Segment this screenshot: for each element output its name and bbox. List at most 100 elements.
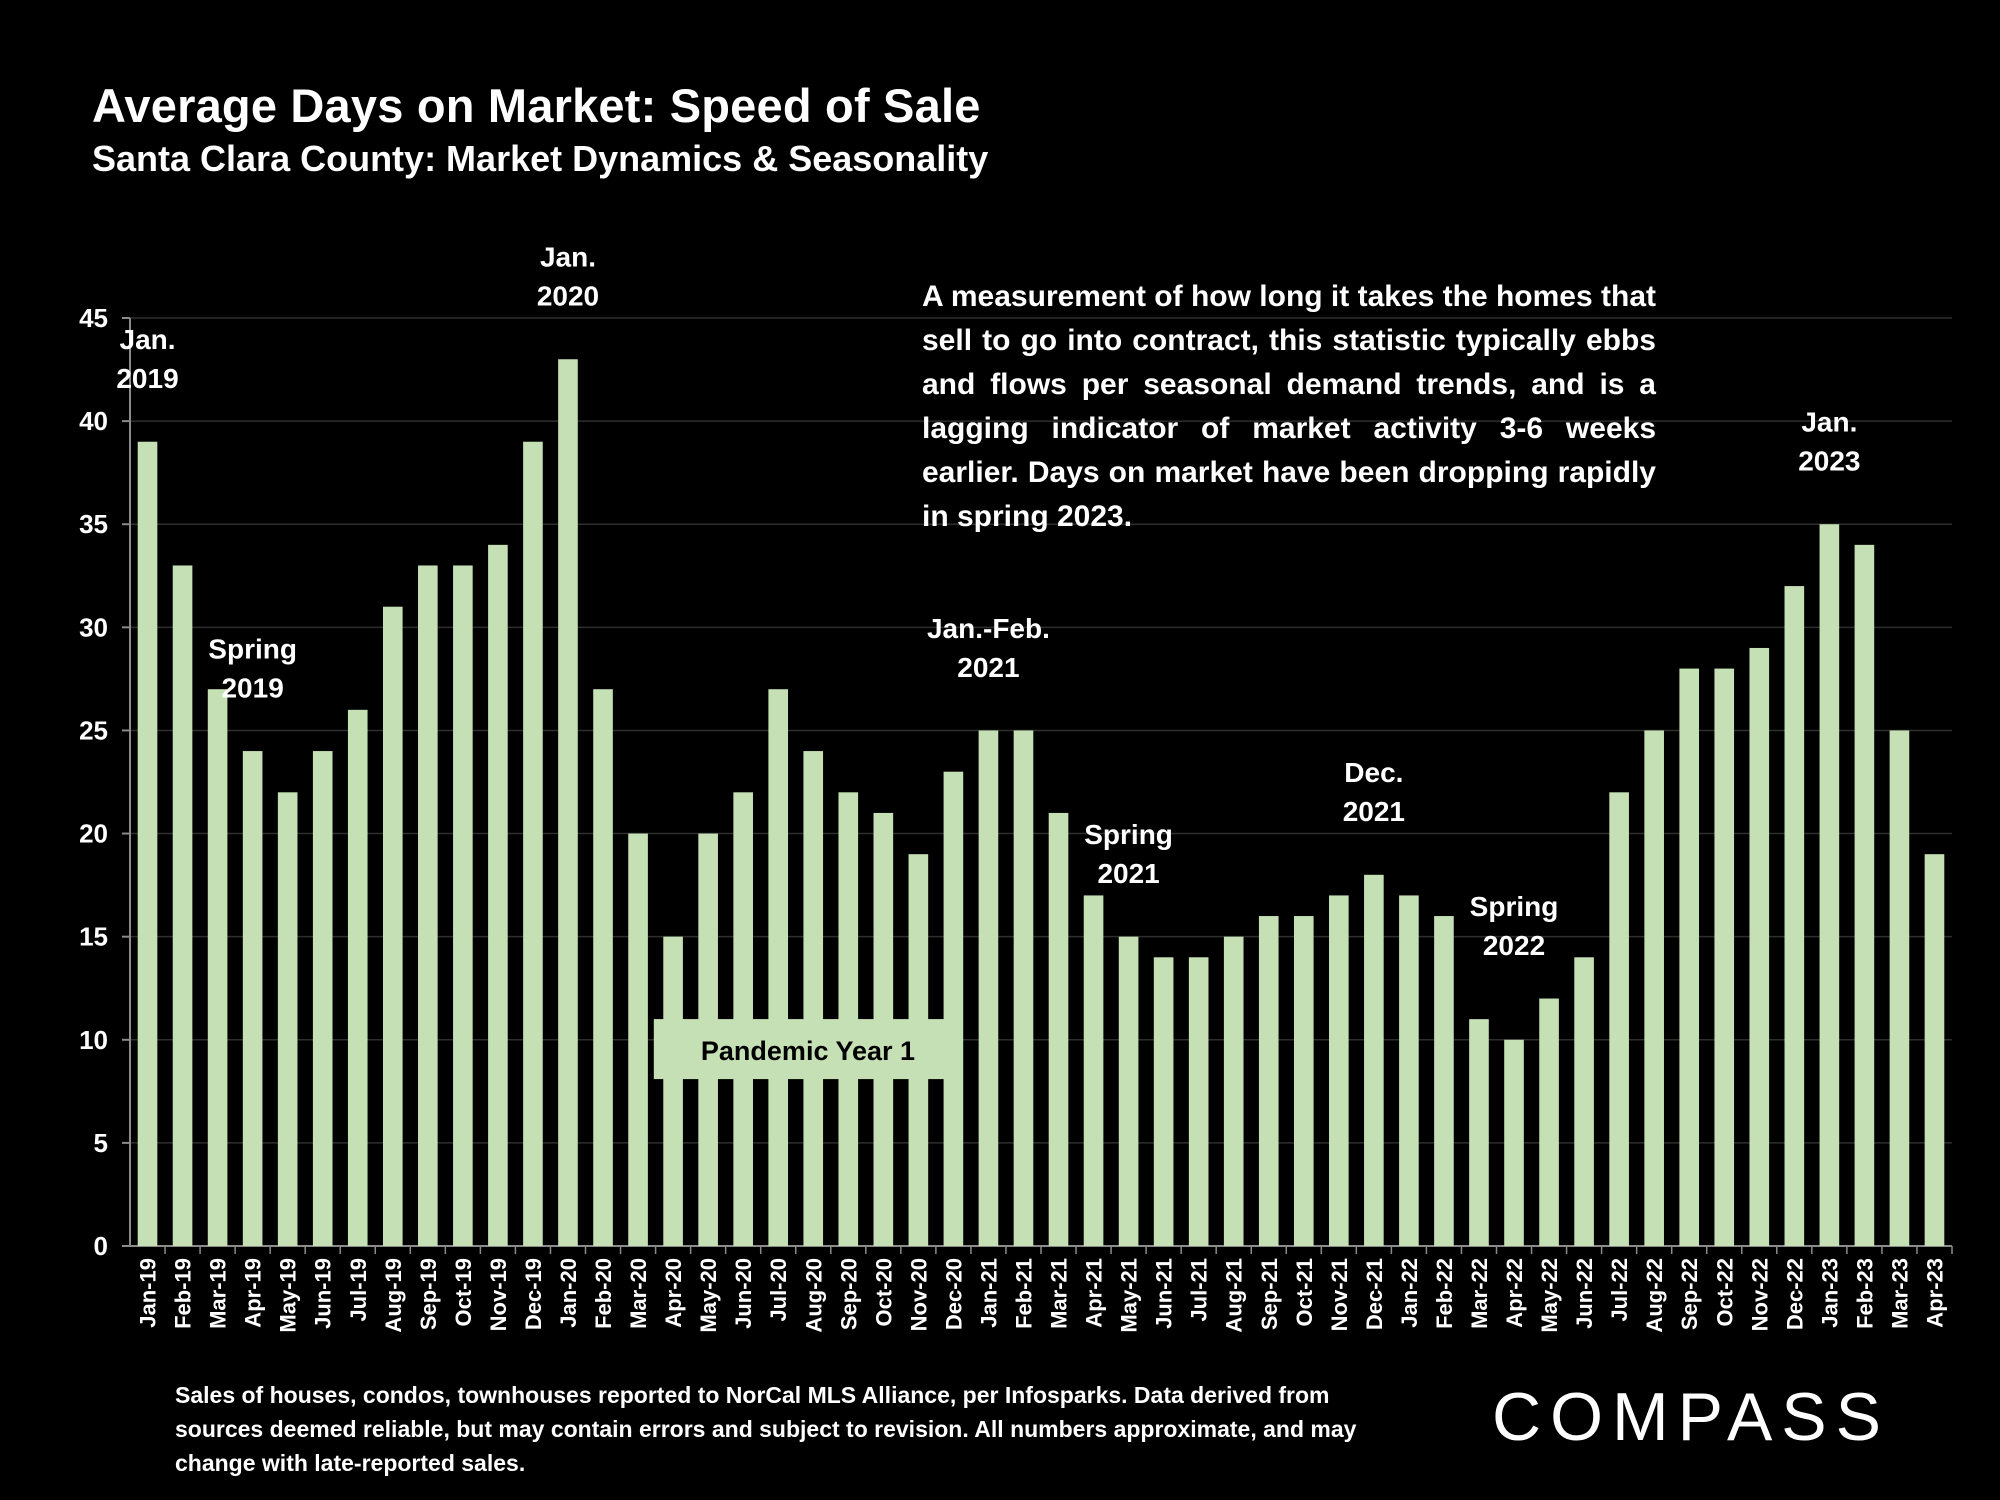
- x-tick-label: Oct-21: [1292, 1258, 1317, 1326]
- compass-logo-text: COMPASS: [1492, 1380, 1890, 1450]
- x-tick-label: Sep-19: [416, 1258, 441, 1330]
- x-tick-label: Jan-21: [976, 1258, 1001, 1328]
- annotation-label: Spring: [1084, 819, 1173, 850]
- bar: [1714, 668, 1735, 1246]
- x-tick-label: Jan-19: [136, 1258, 161, 1328]
- bar: [1188, 957, 1209, 1246]
- bar: [1083, 895, 1104, 1246]
- y-tick-label: 25: [79, 715, 108, 745]
- annotation-label: 2021: [1343, 796, 1405, 827]
- y-tick-label: 40: [79, 406, 108, 436]
- x-tick-label: Jan-20: [556, 1258, 581, 1328]
- bar: [1679, 668, 1700, 1246]
- compass-logo: COMPASS: [1492, 1380, 1890, 1450]
- source-footnote: Sales of houses, condos, townhouses repo…: [175, 1382, 1357, 1476]
- x-tick-label: Dec-22: [1782, 1258, 1807, 1330]
- bar: [1749, 647, 1770, 1246]
- bar: [137, 441, 158, 1246]
- x-tick-label: Apr-20: [661, 1258, 686, 1328]
- chart-description: A measurement of how long it takes the h…: [922, 280, 1657, 533]
- bar: [1644, 730, 1664, 1246]
- x-tick-label: May-19: [276, 1258, 301, 1333]
- bar: [523, 441, 543, 1246]
- x-tick-label: Nov-21: [1327, 1258, 1352, 1331]
- bar: [1854, 544, 1875, 1246]
- x-tick-label: Feb-21: [1011, 1258, 1036, 1329]
- bar: [628, 833, 648, 1246]
- annotation-label: Jan.: [120, 324, 176, 355]
- y-tick-label: 35: [79, 509, 108, 539]
- bar: [277, 792, 298, 1246]
- bar: [1223, 936, 1244, 1246]
- annotation-label: 2023: [1798, 446, 1860, 477]
- pandemic-callout-label: Pandemic Year 1: [701, 1036, 915, 1066]
- x-tick-label: Sep-20: [836, 1258, 861, 1330]
- x-tick-label: Aug-19: [381, 1258, 406, 1333]
- x-tick-label: Mar-20: [626, 1258, 651, 1329]
- annotation-label: Spring: [1470, 891, 1559, 922]
- pandemic-callout-box: [653, 1019, 963, 1080]
- y-tick-label: 5: [94, 1128, 108, 1158]
- y-tick-label: 30: [79, 612, 108, 642]
- chart-subtitle: Santa Clara County: Market Dynamics & Se…: [92, 138, 989, 179]
- y-tick-label: 45: [79, 303, 108, 333]
- bar: [242, 751, 263, 1246]
- x-tick-label: May-21: [1117, 1258, 1142, 1333]
- bar: [1364, 874, 1384, 1246]
- y-tick-label: 15: [79, 922, 108, 952]
- x-tick-label: Apr-19: [241, 1258, 266, 1328]
- x-tick-label: Dec-21: [1362, 1258, 1387, 1330]
- x-tick-label: Oct-19: [451, 1258, 476, 1326]
- bar: [1574, 957, 1594, 1246]
- x-tick-label: Jul-21: [1187, 1258, 1212, 1322]
- annotation-label: 2021: [957, 652, 1019, 683]
- bar: [1469, 1019, 1489, 1246]
- x-tick-label: Nov-19: [486, 1258, 511, 1331]
- annotation-label: Jan.: [1801, 407, 1857, 438]
- x-tick-label: Sep-22: [1677, 1258, 1702, 1330]
- x-tick-label: Aug-21: [1222, 1258, 1247, 1333]
- bar: [558, 359, 578, 1246]
- bar: [1329, 895, 1349, 1246]
- bar: [1784, 586, 1805, 1246]
- x-tick-label: Jul-20: [766, 1258, 791, 1322]
- x-tick-label: Dec-20: [941, 1258, 966, 1330]
- x-tick-label: Jul-19: [346, 1258, 371, 1322]
- bar: [1539, 998, 1559, 1246]
- bar: [1434, 916, 1454, 1246]
- x-tick-label: Jun-22: [1572, 1258, 1597, 1329]
- x-tick-label: May-22: [1537, 1258, 1562, 1333]
- annotation-label: Spring: [208, 633, 297, 664]
- x-tick-label: Mar-21: [1047, 1258, 1072, 1329]
- y-tick-label: 0: [94, 1231, 108, 1261]
- bar: [593, 689, 613, 1246]
- x-tick-label: Mar-22: [1467, 1258, 1492, 1329]
- y-tick-label: 10: [79, 1025, 108, 1055]
- bar: [768, 689, 789, 1246]
- x-tick-label: Mar-23: [1887, 1258, 1912, 1329]
- bar: [978, 730, 999, 1246]
- x-tick-label: Feb-19: [171, 1258, 196, 1329]
- bar: [347, 709, 368, 1246]
- annotation-label: 2020: [537, 281, 599, 312]
- annotation-label: Jan.: [540, 242, 596, 273]
- annotation-label: 2021: [1097, 858, 1159, 889]
- x-tick-label: Nov-20: [906, 1258, 931, 1331]
- bar: [488, 544, 508, 1246]
- x-tick-label: Jan-23: [1817, 1258, 1842, 1328]
- x-tick-label: Oct-22: [1712, 1258, 1737, 1326]
- bar: [1013, 730, 1034, 1246]
- bar: [1293, 916, 1314, 1246]
- x-tick-label: Jul-22: [1607, 1258, 1632, 1322]
- bar: [1153, 957, 1174, 1246]
- y-tick-label: 20: [79, 819, 108, 849]
- x-tick-label: Mar-19: [206, 1258, 231, 1329]
- bar: [1889, 730, 1910, 1246]
- annotation-label: 2022: [1483, 930, 1545, 961]
- bar: [663, 936, 683, 1246]
- x-tick-label: Oct-20: [871, 1258, 896, 1326]
- x-tick-label: Apr-23: [1922, 1258, 1947, 1328]
- x-tick-label: Feb-20: [591, 1258, 616, 1329]
- annotation-label: Dec.: [1344, 757, 1403, 788]
- x-tick-label: Feb-23: [1852, 1258, 1877, 1329]
